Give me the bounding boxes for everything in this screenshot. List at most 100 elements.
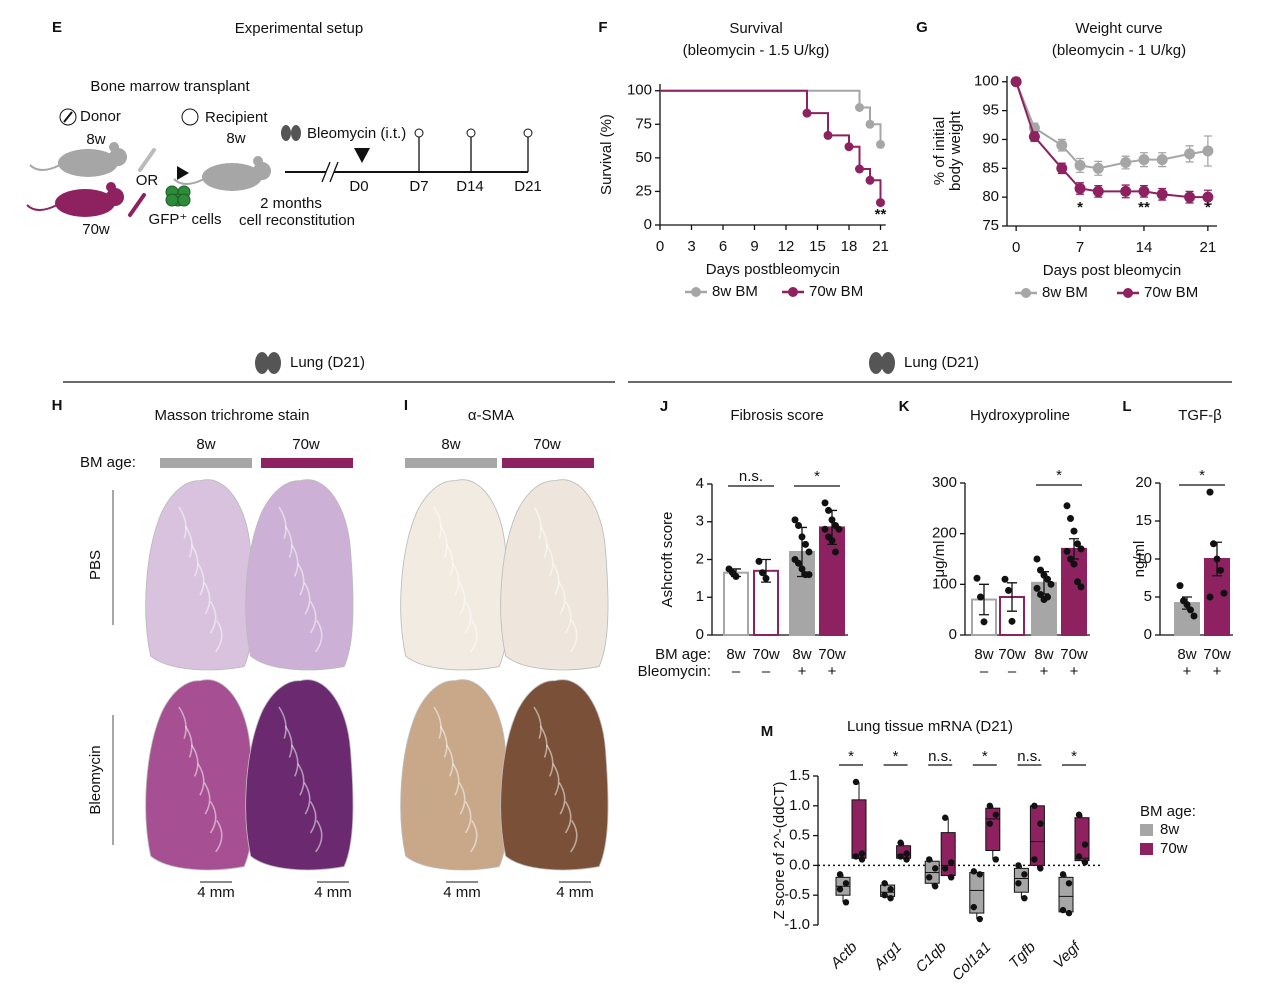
y-tick-label: 100 [974, 73, 999, 90]
data-point [1187, 606, 1194, 614]
y-tick-label: 3 [696, 513, 704, 530]
vessel [558, 782, 566, 815]
data-point [1067, 514, 1074, 522]
data-point [1059, 906, 1067, 914]
data-point [1210, 540, 1217, 548]
error-bar [1039, 571, 1049, 595]
label: OR [136, 172, 159, 189]
event-marker [876, 139, 885, 149]
data-point [1074, 183, 1086, 194]
data-point [1059, 871, 1067, 878]
vessel [452, 563, 460, 596]
x-tick-label: 8w [792, 646, 811, 663]
vessel [445, 544, 454, 577]
group-label: 8w [441, 436, 460, 453]
data-point [1037, 820, 1044, 827]
data-point [1176, 582, 1184, 590]
vessel [533, 706, 542, 739]
y-tick-label: 25 [635, 182, 652, 199]
vessel [303, 782, 311, 815]
lung-icon [281, 125, 291, 141]
vessel [570, 619, 578, 653]
box [851, 799, 867, 859]
chart-title: Fibrosis score [730, 407, 823, 424]
significance-label: * [1077, 199, 1083, 216]
x-tick-label: 3 [687, 238, 695, 255]
data-point [992, 856, 999, 863]
y-tick-label: 95 [982, 102, 999, 119]
legend-marker [691, 287, 701, 297]
histology-image [145, 679, 254, 871]
data-point [1044, 575, 1051, 583]
chart-title: TGF-β [1178, 407, 1222, 424]
event-marker [823, 130, 833, 140]
vessel [564, 601, 572, 634]
y-tick-label: 0 [696, 626, 704, 643]
data-point [970, 903, 977, 911]
data-point [1138, 154, 1150, 166]
y-axis-label: Survival (%) [598, 114, 615, 195]
lung-icon [267, 352, 281, 374]
x-tick-label: Col1a1 [949, 939, 995, 985]
y-tick-label: -0.5 [784, 886, 810, 903]
y-axis-label: % of initial [931, 117, 948, 185]
data-point [805, 571, 813, 579]
significance-label: ** [1138, 199, 1150, 216]
histology-image [500, 679, 609, 871]
mouse-icon [106, 188, 124, 206]
data-point [942, 814, 949, 821]
timeline-break [321, 161, 331, 183]
vessel [470, 819, 478, 853]
significance-label: * [982, 748, 988, 765]
legend-label: 70w [1160, 840, 1188, 857]
data-point [1074, 578, 1081, 586]
y-tick-label: 85 [982, 159, 999, 176]
vessel [278, 706, 287, 739]
x-tick-label: 70w [998, 646, 1026, 663]
vessel [439, 725, 448, 758]
chart-title: Survival [729, 20, 782, 37]
timepoint-label: D21 [514, 178, 542, 195]
vessel [178, 706, 187, 739]
data-point [795, 559, 802, 567]
panel-title: α-SMA [468, 407, 514, 424]
vessel [564, 801, 572, 834]
icon [63, 111, 73, 123]
panel-letter: F [598, 19, 607, 36]
survival-line [660, 89, 882, 145]
data-point [805, 548, 813, 556]
row-label: Bleomycin: [638, 663, 711, 680]
mouse-icon [109, 142, 119, 152]
group-bar [261, 458, 353, 468]
data-point [1077, 583, 1085, 591]
significance-label: ** [875, 206, 887, 223]
mouse-icon [109, 148, 127, 166]
vessel [458, 782, 466, 815]
label: 8w [86, 131, 105, 148]
lung-section [245, 479, 354, 671]
box [1074, 817, 1090, 862]
weight-line [1015, 81, 1208, 199]
timeline-break [326, 162, 334, 182]
data-point [1001, 575, 1009, 583]
y-tick-label: 80 [982, 188, 999, 205]
x-tick-label: 21 [872, 238, 889, 255]
icon [59, 108, 77, 126]
x-tick-label: 21 [1200, 239, 1217, 256]
x-tick-label: 70w [1060, 646, 1088, 663]
group-bar [502, 458, 594, 468]
data-point [1070, 527, 1078, 535]
panel-letter: G [916, 19, 928, 36]
panel-letter: M [761, 723, 774, 740]
data-point [942, 865, 949, 872]
data-point [842, 899, 850, 906]
data-point [1092, 185, 1104, 197]
y-tick-label: 1 [696, 588, 704, 605]
data-point [986, 802, 993, 809]
vessel [184, 725, 193, 758]
y-tick-label: 300 [932, 474, 957, 491]
row-label: BM age: [655, 646, 711, 663]
mouse-icon [58, 149, 118, 177]
panel-letter: L [1122, 398, 1131, 415]
data-point [1190, 612, 1198, 620]
